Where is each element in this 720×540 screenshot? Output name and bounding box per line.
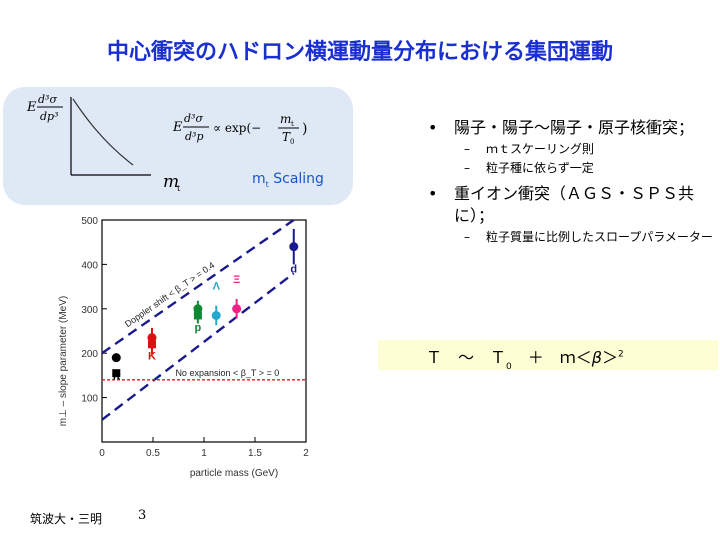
point-label: Λ [213,280,221,292]
data-point-square [112,369,121,378]
sub-bullet-marker: – [464,230,470,244]
eq-beta: β [591,348,602,367]
rhs-frac-numerator: m [280,112,291,126]
equation-text: Ｔ ～ Ｔ0 ＋ ｍ＜β＞2 [426,344,624,372]
y-axis-label: m⊥ – slope parameter (MeV) [58,296,69,426]
bullet-item: • 重イオン衝突（ＡＧＳ・ＳＰＳ共に）； [420,183,720,227]
point-label: d [290,264,297,276]
bullet-text: ｍｔスケーリング則 [486,142,595,156]
equation-box: Ｔ ～ Ｔ0 ＋ ｍ＜β＞2 [378,340,718,372]
eq-part-2: ＋ ｍ＜ [511,348,592,367]
mt-scaling-formula-panel: E d³σ dp³ m t E d³σ d³p ∝ exp(− m t T 0 … [3,87,353,205]
scaling-rest: Scaling [268,171,324,187]
sketch-decay-curve [72,98,134,166]
sub-bullet-item: – ｍｔスケーリング則 [420,141,720,158]
data-point-square [147,340,156,349]
rhs-frac-denominator-sub: 0 [290,138,294,146]
no-expansion-label: No expansion < β_T > = 0 [175,368,279,378]
x-tick-label: 0 [99,448,105,459]
sub-bullet-marker: – [464,142,470,156]
formula-svg: E d³σ dp³ m t E d³σ d³p ∝ exp(− m t T 0 … [26,93,307,193]
point-label: Ξ [233,274,240,286]
lhs-prefix: E [26,100,37,115]
page-number: 3 [138,508,147,523]
dashed-fit-line [102,272,295,421]
data-point-circle [289,242,299,252]
dashed-fit-line [102,220,295,355]
y-tick-label: 500 [81,216,98,227]
eq-part-3: ＞ [601,348,618,367]
point-label: K [148,351,156,363]
bullet-text: 粒子質量に比例したスロープパラメーター [486,230,713,244]
x-tick-label: 1.5 [248,448,262,459]
lhs-denominator: dp³ [40,110,59,123]
rhs-numerator: d³σ [184,112,203,125]
chart-svg: 0 0.5 1 1.5 2 100 200 300 400 500 particle mass (G… [58,216,309,479]
bullet-marker: • [428,184,438,203]
rhs-proportional: ∝ exp(− [213,121,261,135]
data-point-circle [232,304,242,314]
rhs-denominator: d³p [185,130,204,143]
x-tick-label: 2 [303,448,309,459]
bullet-marker: • [428,118,438,137]
data-point-square [193,311,202,320]
rhs-close-paren: ) [302,121,307,137]
slope-parameter-chart: 0 0.5 1 1.5 2 100 200 300 400 500 particle mass (G… [40,210,340,500]
point-label: p [195,322,202,334]
mt-scaling-label: mt Scaling [252,171,324,189]
y-tick-label: 300 [81,305,98,316]
x-tick-label: 1 [201,448,207,459]
sketch-axis-label-sub: t [177,184,181,193]
y-tick-label: 100 [81,394,98,405]
eq-part-1: Ｔ ～ Ｔ [426,348,507,367]
bullet-item: • 陽子・陽子〜陽子・原子核衝突； [420,117,720,139]
eq-sub-0: 0 [506,362,512,372]
sub-bullet-item: – 粒子種に依らず一定 [420,160,720,177]
bullet-text: 重イオン衝突（ＡＧＳ・ＳＰＳ共に）； [454,184,695,225]
x-axis-label: particle mass (GeV) [190,468,278,479]
rhs-prefix: E [172,120,183,135]
bullet-text: 陽子・陽子〜陽子・原子核衝突； [454,118,695,137]
y-tick-label: 200 [81,349,98,360]
scaling-m: m [252,171,266,187]
sub-bullet-item: – 粒子質量に比例したスロープパラメーター [420,229,720,246]
lhs-numerator: d³σ [38,93,57,106]
page-title: 中心衝突のハドロン横運動量分布における集団運動 [106,40,613,65]
sketch-axis-label: m [163,172,179,192]
y-tick-label: 400 [81,260,98,271]
x-tick-label: 0.5 [146,448,160,459]
rhs-frac-denominator: T [282,130,291,144]
rhs-frac-numerator-sub: t [291,120,294,128]
data-point-circle [211,310,221,320]
footer-affiliation: 筑波大・三明 [30,512,103,526]
sub-bullet-marker: – [464,161,470,175]
data-point-circle [111,353,121,363]
bullet-list: • 陽子・陽子〜陽子・原子核衝突； – ｍｔスケーリング則 – 粒子種に依らず一定 • 重イオ… [420,117,720,248]
scaling-sub: t [265,179,269,189]
bullet-text: 粒子種に依らず一定 [486,161,594,175]
eq-sup-2: 2 [618,349,624,360]
